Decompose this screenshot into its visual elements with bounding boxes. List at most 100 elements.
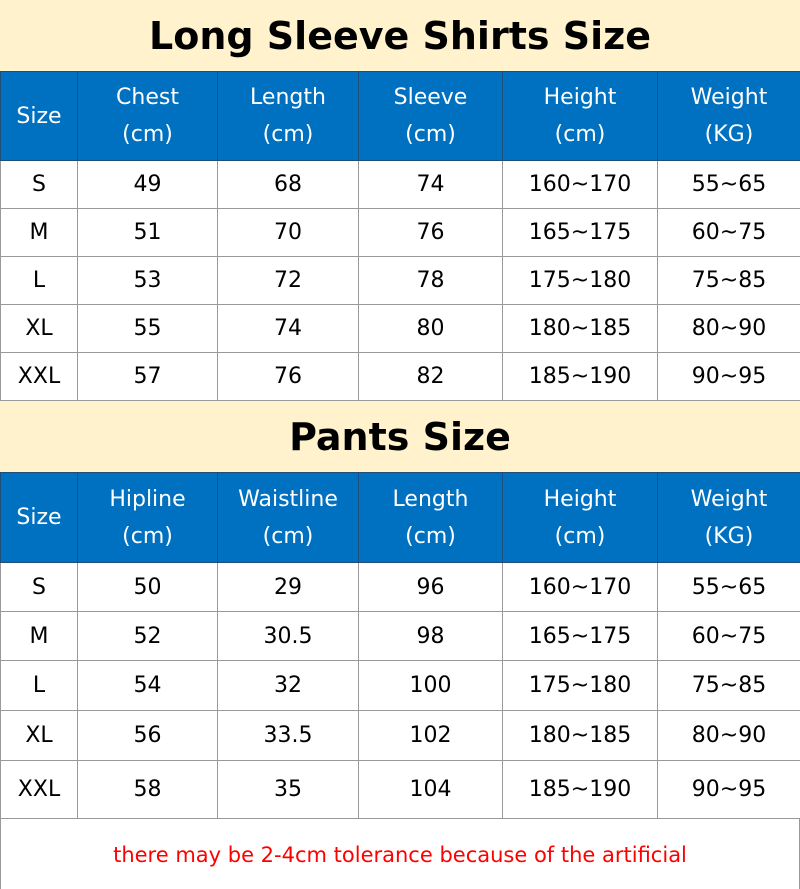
table-row: XL 56 33.5 102 180~185 80~90: [0, 710, 800, 761]
size-cell: L: [0, 660, 78, 711]
table-cell: 74: [217, 304, 359, 353]
header-unit: (cm): [122, 523, 173, 549]
table-cell: 100: [358, 660, 503, 711]
size-cell: XL: [0, 710, 78, 761]
table-cell: 55: [77, 304, 218, 353]
pants-header-row: Size Hipline (cm) Waistline (cm) Length (cm) He…: [0, 472, 800, 563]
table-cell: 74: [358, 160, 503, 209]
header-label: Height: [543, 486, 617, 512]
table-cell: 30.5: [217, 611, 359, 661]
table-cell: 96: [358, 562, 503, 612]
table-cell: 52: [77, 611, 218, 661]
table-cell: 55~65: [657, 160, 800, 209]
table-cell: 68: [217, 160, 359, 209]
table-cell: 72: [217, 256, 359, 305]
table-cell: 160~170: [502, 562, 658, 612]
size-cell: S: [0, 562, 78, 612]
header-label: Waistline: [238, 486, 338, 512]
table-cell: 80~90: [657, 710, 800, 761]
shirts-header-cell: Weight (KG): [657, 71, 800, 161]
pants-header-cell: Waistline (cm): [217, 472, 359, 563]
table-cell: 175~180: [502, 256, 658, 305]
table-cell: 75~85: [657, 256, 800, 305]
pants-title: Pants Size: [0, 401, 800, 472]
table-cell: 32: [217, 660, 359, 711]
header-unit: (cm): [262, 122, 314, 147]
table-cell: 80~90: [657, 304, 800, 353]
shirts-header-cell: Sleeve (cm): [358, 71, 503, 161]
table-cell: 60~75: [657, 208, 800, 257]
header-unit: (cm): [262, 523, 314, 549]
table-cell: 76: [358, 208, 503, 257]
header-unit: (cm): [405, 122, 456, 147]
shirts-header-row: Size Chest (cm) Length (cm) Sleeve (cm) Height (…: [0, 71, 800, 161]
size-cell: XXL: [0, 760, 78, 819]
pants-header-cell: Hipline (cm): [77, 472, 218, 563]
size-cell: S: [0, 160, 78, 209]
table-cell: 90~95: [657, 760, 800, 819]
table-cell: 104: [358, 760, 503, 819]
table-cell: 60~75: [657, 611, 800, 661]
table-cell: 33.5: [217, 710, 359, 761]
pants-header-cell: Length (cm): [358, 472, 503, 563]
table-cell: 56: [77, 710, 218, 761]
table-cell: 175~180: [502, 660, 658, 711]
table-row: XL 55 74 80 180~185 80~90: [0, 304, 800, 353]
table-cell: 57: [77, 352, 218, 401]
table-cell: 70: [217, 208, 359, 257]
header-label: Weight: [690, 486, 768, 512]
table-cell: 160~170: [502, 160, 658, 209]
table-cell: 49: [77, 160, 218, 209]
header-label: Sleeve: [393, 85, 468, 110]
header-label: Length: [392, 486, 469, 512]
table-cell: 180~185: [502, 304, 658, 353]
table-cell: 102: [358, 710, 503, 761]
table-cell: 55~65: [657, 562, 800, 612]
header-label: Chest: [116, 85, 179, 110]
table-row: S 50 29 96 160~170 55~65: [0, 562, 800, 612]
shirts-header-cell: Chest (cm): [77, 71, 218, 161]
header-unit: (KG): [704, 523, 754, 549]
shirts-title: Long Sleeve Shirts Size: [0, 0, 800, 71]
size-cell: M: [0, 611, 78, 661]
table-row: L 54 32 100 175~180 75~85: [0, 660, 800, 711]
table-cell: 54: [77, 660, 218, 711]
table-row: S 49 68 74 160~170 55~65: [0, 160, 800, 209]
header-unit: (cm): [405, 523, 456, 549]
table-cell: 82: [358, 352, 503, 401]
header-label: Size: [16, 505, 62, 530]
table-cell: 78: [358, 256, 503, 305]
shirts-header-cell: Size: [0, 71, 78, 161]
table-row: XXL 57 76 82 185~190 90~95: [0, 352, 800, 401]
table-cell: 50: [77, 562, 218, 612]
size-cell: L: [0, 256, 78, 305]
header-unit: (KG): [704, 122, 754, 147]
header-label: Weight: [690, 85, 768, 110]
pants-header-cell: Size: [0, 472, 78, 563]
header-label: Height: [543, 85, 617, 110]
table-cell: 98: [358, 611, 503, 661]
table-row: M 52 30.5 98 165~175 60~75: [0, 611, 800, 661]
header-label: Hipline: [109, 486, 186, 512]
shirts-header-cell: Height (cm): [502, 71, 658, 161]
table-cell: 180~185: [502, 710, 658, 761]
table-cell: 29: [217, 562, 359, 612]
header-label: Length: [250, 85, 326, 110]
table-cell: 58: [77, 760, 218, 819]
table-cell: 35: [217, 760, 359, 819]
table-cell: 51: [77, 208, 218, 257]
header-unit: (cm): [554, 122, 606, 147]
shirts-header-cell: Length (cm): [217, 71, 359, 161]
header-unit: (cm): [122, 122, 173, 147]
table-cell: 185~190: [502, 760, 658, 819]
table-cell: 75~85: [657, 660, 800, 711]
size-cell: XXL: [0, 352, 78, 401]
pants-table: Size Hipline (cm) Waistline (cm) Length (cm) He…: [0, 472, 800, 819]
table-row: XXL 58 35 104 185~190 90~95: [0, 760, 800, 819]
size-cell: XL: [0, 304, 78, 353]
table-cell: 165~175: [502, 611, 658, 661]
table-cell: 76: [217, 352, 359, 401]
tolerance-note: there may be 2-4cm tolerance because of …: [0, 819, 800, 889]
size-cell: M: [0, 208, 78, 257]
